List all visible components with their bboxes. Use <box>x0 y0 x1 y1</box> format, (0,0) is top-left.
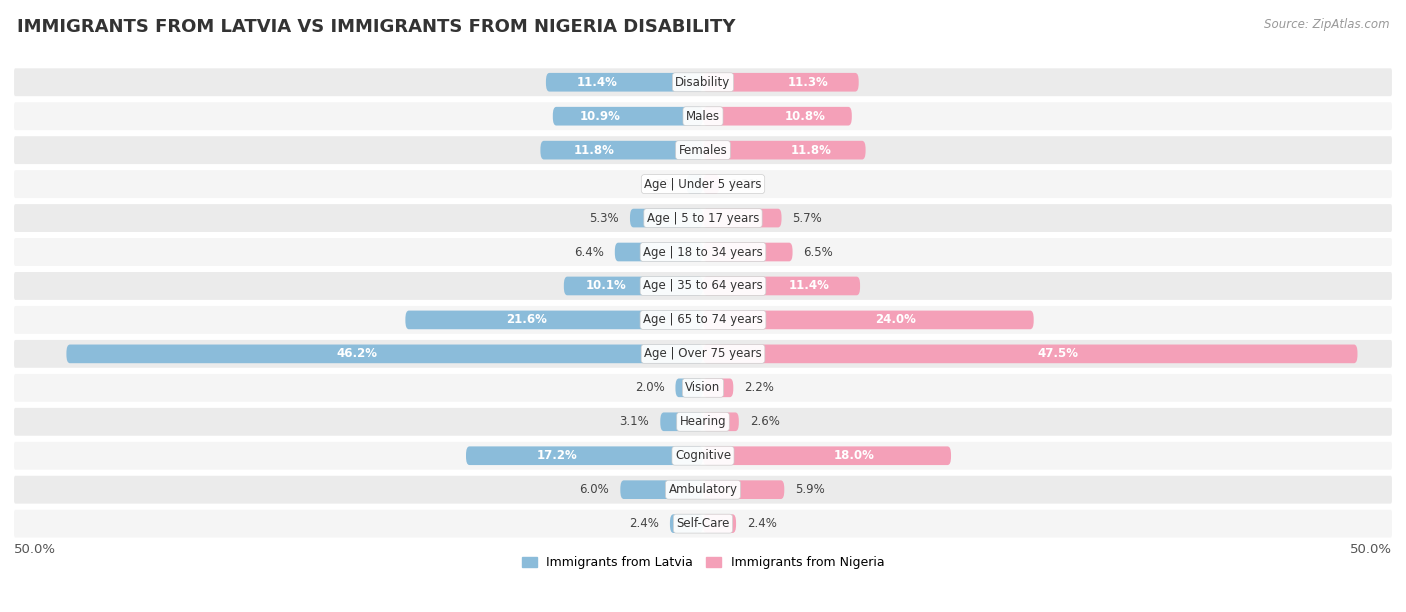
FancyBboxPatch shape <box>703 345 1358 363</box>
Text: 17.2%: 17.2% <box>537 449 578 462</box>
Text: 6.4%: 6.4% <box>574 245 603 258</box>
Text: Age | 65 to 74 years: Age | 65 to 74 years <box>643 313 763 326</box>
FancyBboxPatch shape <box>614 243 703 261</box>
FancyBboxPatch shape <box>14 136 1392 164</box>
FancyBboxPatch shape <box>686 175 703 193</box>
FancyBboxPatch shape <box>405 310 703 329</box>
Text: Age | Over 75 years: Age | Over 75 years <box>644 348 762 360</box>
FancyBboxPatch shape <box>14 102 1392 130</box>
Text: 10.1%: 10.1% <box>586 280 627 293</box>
Text: Disability: Disability <box>675 76 731 89</box>
Text: Hearing: Hearing <box>679 416 727 428</box>
Text: Age | 18 to 34 years: Age | 18 to 34 years <box>643 245 763 258</box>
Text: Age | 5 to 17 years: Age | 5 to 17 years <box>647 212 759 225</box>
Text: Cognitive: Cognitive <box>675 449 731 462</box>
FancyBboxPatch shape <box>66 345 703 363</box>
Text: 18.0%: 18.0% <box>834 449 875 462</box>
Text: 1.2%: 1.2% <box>645 177 675 190</box>
Text: 21.6%: 21.6% <box>506 313 547 326</box>
FancyBboxPatch shape <box>14 442 1392 469</box>
Text: Self-Care: Self-Care <box>676 517 730 530</box>
Text: 11.8%: 11.8% <box>792 144 832 157</box>
Text: 2.0%: 2.0% <box>634 381 665 394</box>
Text: 10.9%: 10.9% <box>581 110 621 122</box>
Text: 2.4%: 2.4% <box>747 517 778 530</box>
Text: 2.2%: 2.2% <box>744 381 775 394</box>
Text: 11.4%: 11.4% <box>789 280 830 293</box>
Text: 1.2%: 1.2% <box>731 177 761 190</box>
FancyBboxPatch shape <box>14 408 1392 436</box>
FancyBboxPatch shape <box>703 378 734 397</box>
FancyBboxPatch shape <box>465 446 703 465</box>
Text: 24.0%: 24.0% <box>875 313 917 326</box>
Text: 2.4%: 2.4% <box>628 517 659 530</box>
Text: 11.8%: 11.8% <box>574 144 614 157</box>
Text: 6.0%: 6.0% <box>579 483 609 496</box>
Text: 50.0%: 50.0% <box>14 543 56 556</box>
Text: 3.1%: 3.1% <box>620 416 650 428</box>
Text: Females: Females <box>679 144 727 157</box>
FancyBboxPatch shape <box>540 141 703 160</box>
Legend: Immigrants from Latvia, Immigrants from Nigeria: Immigrants from Latvia, Immigrants from … <box>516 551 890 574</box>
FancyBboxPatch shape <box>703 412 738 431</box>
FancyBboxPatch shape <box>630 209 703 228</box>
FancyBboxPatch shape <box>14 272 1392 300</box>
FancyBboxPatch shape <box>703 107 852 125</box>
FancyBboxPatch shape <box>703 73 859 92</box>
Text: Age | 35 to 64 years: Age | 35 to 64 years <box>643 280 763 293</box>
Text: 47.5%: 47.5% <box>1038 348 1078 360</box>
FancyBboxPatch shape <box>14 306 1392 334</box>
Text: 5.7%: 5.7% <box>793 212 823 225</box>
Text: 5.3%: 5.3% <box>589 212 619 225</box>
FancyBboxPatch shape <box>14 374 1392 401</box>
FancyBboxPatch shape <box>14 476 1392 504</box>
FancyBboxPatch shape <box>669 514 703 533</box>
FancyBboxPatch shape <box>661 412 703 431</box>
FancyBboxPatch shape <box>703 514 737 533</box>
Text: Age | Under 5 years: Age | Under 5 years <box>644 177 762 190</box>
FancyBboxPatch shape <box>14 510 1392 537</box>
Text: Ambulatory: Ambulatory <box>668 483 738 496</box>
FancyBboxPatch shape <box>553 107 703 125</box>
FancyBboxPatch shape <box>703 446 950 465</box>
FancyBboxPatch shape <box>14 204 1392 232</box>
FancyBboxPatch shape <box>564 277 703 296</box>
FancyBboxPatch shape <box>620 480 703 499</box>
FancyBboxPatch shape <box>703 480 785 499</box>
Text: 6.5%: 6.5% <box>804 245 834 258</box>
Text: 2.6%: 2.6% <box>749 416 780 428</box>
FancyBboxPatch shape <box>14 69 1392 96</box>
Text: 50.0%: 50.0% <box>1350 543 1392 556</box>
FancyBboxPatch shape <box>675 378 703 397</box>
FancyBboxPatch shape <box>703 141 866 160</box>
FancyBboxPatch shape <box>703 209 782 228</box>
Text: IMMIGRANTS FROM LATVIA VS IMMIGRANTS FROM NIGERIA DISABILITY: IMMIGRANTS FROM LATVIA VS IMMIGRANTS FRO… <box>17 18 735 36</box>
FancyBboxPatch shape <box>703 310 1033 329</box>
Text: Vision: Vision <box>685 381 721 394</box>
Text: 46.2%: 46.2% <box>337 348 378 360</box>
Text: Source: ZipAtlas.com: Source: ZipAtlas.com <box>1264 18 1389 31</box>
FancyBboxPatch shape <box>14 238 1392 266</box>
Text: Males: Males <box>686 110 720 122</box>
FancyBboxPatch shape <box>703 243 793 261</box>
Text: 5.9%: 5.9% <box>796 483 825 496</box>
FancyBboxPatch shape <box>14 170 1392 198</box>
FancyBboxPatch shape <box>703 277 860 296</box>
Text: 11.4%: 11.4% <box>576 76 617 89</box>
FancyBboxPatch shape <box>546 73 703 92</box>
Text: 11.3%: 11.3% <box>787 76 828 89</box>
FancyBboxPatch shape <box>703 175 720 193</box>
Text: 10.8%: 10.8% <box>785 110 825 122</box>
FancyBboxPatch shape <box>14 340 1392 368</box>
